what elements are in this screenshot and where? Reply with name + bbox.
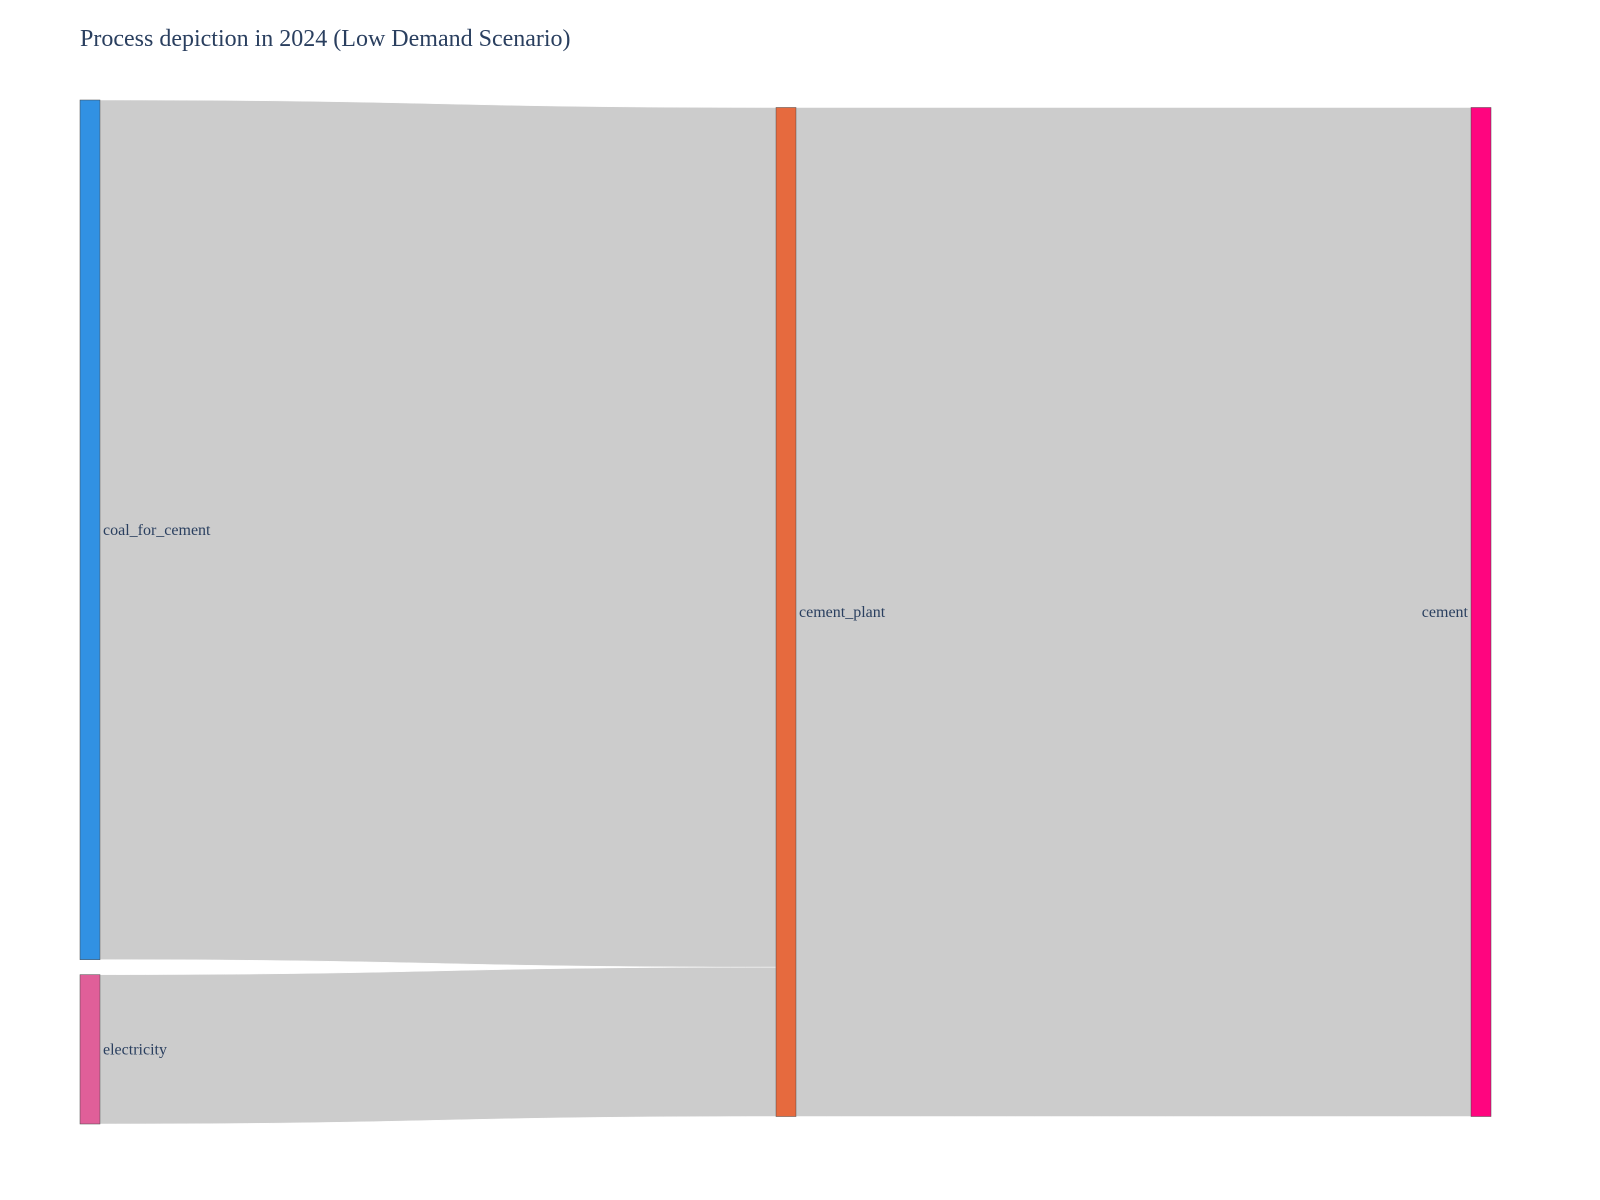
node-electricity[interactable] [79, 974, 101, 1125]
node-label-electricity: electricity [103, 1041, 167, 1058]
node-label-cement_plant: cement_plant [799, 604, 886, 621]
link-cement_plant-to-cement[interactable] [795, 107, 1472, 1117]
node-cement[interactable] [1470, 107, 1492, 1117]
chart-title: Process depiction in 2024 (Low Demand Sc… [80, 26, 571, 52]
node-coal_for_cement[interactable] [79, 99, 101, 960]
node-cement_plant[interactable] [775, 107, 797, 1117]
link-electricity-to-cement_plant[interactable] [99, 966, 777, 1125]
node-label-cement: cement [1422, 604, 1469, 621]
sankey-labels: coal_for_cement electricity cement_plant ce… [103, 522, 1469, 1059]
node-label-coal_for_cement: coal_for_cement [103, 522, 211, 539]
sankey-nodes [79, 99, 1492, 1125]
sankey-links [99, 99, 1472, 1125]
